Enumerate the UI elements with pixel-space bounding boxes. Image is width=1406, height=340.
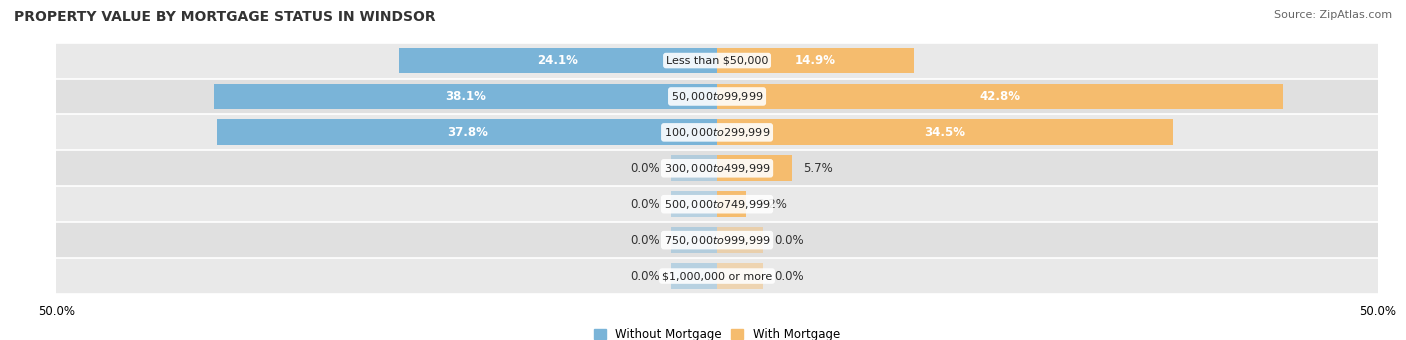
Bar <box>56 186 1378 222</box>
Text: 0.0%: 0.0% <box>631 234 661 246</box>
Text: 14.9%: 14.9% <box>794 54 837 67</box>
Text: Less than $50,000: Less than $50,000 <box>666 55 768 66</box>
Text: 38.1%: 38.1% <box>444 90 485 103</box>
Text: 0.0%: 0.0% <box>773 270 803 283</box>
Bar <box>56 150 1378 186</box>
Text: Source: ZipAtlas.com: Source: ZipAtlas.com <box>1274 10 1392 20</box>
Legend: Without Mortgage, With Mortgage: Without Mortgage, With Mortgage <box>589 324 845 340</box>
Bar <box>56 222 1378 258</box>
Text: 37.8%: 37.8% <box>447 126 488 139</box>
Bar <box>398 48 717 73</box>
Bar <box>56 258 1378 294</box>
Bar <box>717 84 1282 109</box>
Text: 0.0%: 0.0% <box>631 198 661 211</box>
Bar <box>671 263 717 289</box>
Text: 0.0%: 0.0% <box>773 234 803 246</box>
Text: 24.1%: 24.1% <box>537 54 578 67</box>
Text: 42.8%: 42.8% <box>980 90 1021 103</box>
Text: 5.7%: 5.7% <box>803 162 832 175</box>
Text: $50,000 to $99,999: $50,000 to $99,999 <box>671 90 763 103</box>
Bar <box>56 115 1378 150</box>
Text: 0.0%: 0.0% <box>631 162 661 175</box>
Text: $1,000,000 or more: $1,000,000 or more <box>662 271 772 281</box>
Bar <box>717 263 763 289</box>
Text: $100,000 to $299,999: $100,000 to $299,999 <box>664 126 770 139</box>
Bar <box>56 42 1378 79</box>
Bar <box>671 155 717 181</box>
Bar <box>717 155 793 181</box>
Text: 2.2%: 2.2% <box>756 198 786 211</box>
Bar <box>218 119 717 145</box>
Text: $300,000 to $499,999: $300,000 to $499,999 <box>664 162 770 175</box>
Bar <box>717 48 914 73</box>
Text: $500,000 to $749,999: $500,000 to $749,999 <box>664 198 770 211</box>
Bar <box>214 84 717 109</box>
Text: 0.0%: 0.0% <box>631 270 661 283</box>
Bar <box>671 191 717 217</box>
Text: $750,000 to $999,999: $750,000 to $999,999 <box>664 234 770 246</box>
Bar <box>671 227 717 253</box>
Bar <box>56 79 1378 115</box>
Bar <box>717 119 1173 145</box>
Text: PROPERTY VALUE BY MORTGAGE STATUS IN WINDSOR: PROPERTY VALUE BY MORTGAGE STATUS IN WIN… <box>14 10 436 24</box>
Bar <box>717 191 747 217</box>
Bar <box>717 227 763 253</box>
Text: 34.5%: 34.5% <box>925 126 966 139</box>
